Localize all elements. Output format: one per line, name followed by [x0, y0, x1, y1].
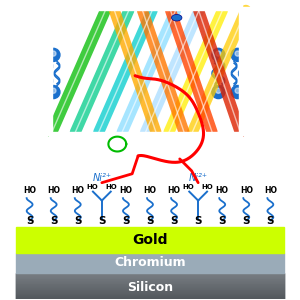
Text: Silicon: Silicon [127, 281, 173, 294]
Bar [16, 279, 284, 280]
Bar [16, 290, 284, 291]
Text: S: S [146, 216, 154, 226]
Text: HO: HO [106, 184, 117, 190]
Text: HO: HO [119, 186, 132, 195]
Circle shape [254, 88, 260, 93]
Text: S: S [122, 216, 130, 226]
Circle shape [216, 88, 221, 93]
Bar [16, 280, 284, 281]
Bar [49, 132, 242, 150]
Text: HO: HO [143, 186, 157, 195]
Text: Chromium: Chromium [114, 256, 186, 269]
Text: S: S [50, 216, 57, 226]
Bar [16, 287, 284, 288]
Bar [16, 273, 284, 298]
Text: S: S [26, 216, 33, 226]
Text: HO: HO [216, 186, 229, 195]
Bar [16, 227, 284, 253]
Bar [16, 276, 284, 277]
Circle shape [10, 48, 23, 62]
Bar [16, 277, 284, 278]
Bar [2, 7, 52, 135]
Bar [239, 7, 298, 135]
Bar [16, 281, 284, 282]
Text: HO: HO [168, 186, 181, 195]
Circle shape [51, 51, 56, 56]
Bar [16, 286, 284, 287]
Bar [16, 278, 284, 279]
Ellipse shape [172, 14, 182, 21]
Circle shape [14, 51, 19, 56]
Circle shape [33, 88, 38, 93]
Bar [16, 253, 284, 273]
Text: HO: HO [71, 186, 84, 195]
Circle shape [47, 48, 60, 62]
Text: S: S [98, 216, 106, 226]
Bar [16, 285, 284, 286]
Text: HO: HO [183, 184, 194, 190]
Circle shape [47, 85, 60, 99]
Bar [16, 294, 284, 295]
Circle shape [33, 51, 38, 56]
Bar [16, 282, 284, 283]
Bar [16, 273, 284, 274]
Bar [16, 296, 284, 297]
Text: S: S [74, 216, 82, 226]
Bar [16, 295, 284, 296]
Bar [16, 291, 284, 292]
Circle shape [10, 85, 23, 99]
Circle shape [212, 85, 225, 99]
Circle shape [254, 51, 260, 56]
Text: Ni²⁺: Ni²⁺ [92, 173, 111, 183]
Circle shape [212, 48, 225, 62]
Text: HO: HO [23, 186, 36, 195]
Text: HO: HO [240, 186, 253, 195]
Text: HO: HO [47, 186, 60, 195]
Text: HO: HO [202, 184, 214, 190]
Text: Gold: Gold [132, 233, 168, 247]
Bar [16, 293, 284, 294]
Text: Ni²⁺: Ni²⁺ [189, 173, 208, 183]
Circle shape [235, 51, 240, 56]
Bar [16, 284, 284, 285]
Text: S: S [170, 216, 178, 226]
Circle shape [231, 48, 244, 62]
Text: S: S [194, 216, 202, 226]
Text: S: S [267, 216, 274, 226]
Circle shape [235, 88, 240, 93]
Text: S: S [242, 216, 250, 226]
Bar [16, 289, 284, 290]
Circle shape [216, 51, 221, 56]
Text: HO: HO [86, 184, 98, 190]
Bar [49, 0, 242, 10]
Text: HO: HO [264, 186, 277, 195]
Text: S: S [218, 216, 226, 226]
Circle shape [250, 85, 263, 99]
Circle shape [51, 88, 56, 93]
Bar [16, 292, 284, 293]
Circle shape [14, 88, 19, 93]
Circle shape [250, 48, 263, 62]
Circle shape [231, 85, 244, 99]
Bar [16, 275, 284, 276]
Bar [16, 288, 284, 289]
Bar [16, 274, 284, 275]
Circle shape [29, 85, 42, 99]
Bar [16, 297, 284, 298]
Circle shape [29, 48, 42, 62]
